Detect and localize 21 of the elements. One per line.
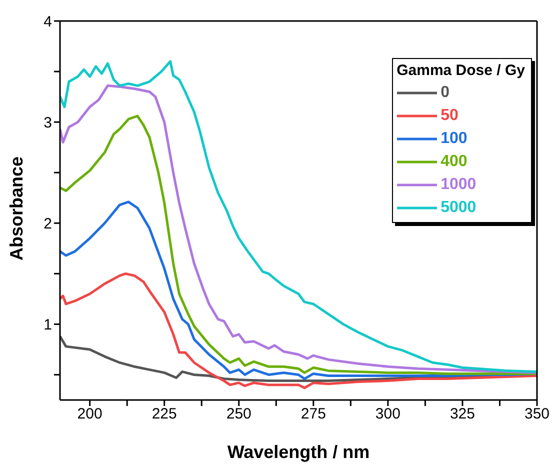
y-tick-label: 1: [44, 316, 52, 334]
y-tick-label: 4: [44, 13, 52, 30]
legend-label: 50: [440, 106, 458, 124]
y-tick-label: 3: [44, 114, 52, 132]
x-tick-label: 350: [524, 406, 550, 423]
x-axis-title: Wavelength / nm: [227, 442, 370, 462]
line-series: [60, 272, 537, 390]
legend-label: 5000: [440, 198, 476, 216]
y-axis-title: Absorbance: [6, 156, 26, 260]
y-tick-label: 2: [44, 215, 52, 232]
x-tick-label: 300: [375, 406, 400, 423]
x-tick-label: 225: [152, 406, 177, 423]
x-tick-label: 250: [226, 406, 252, 423]
legend-label: 1000: [440, 176, 476, 194]
x-tick-label: 200: [77, 406, 102, 423]
x-tick-label: 325: [450, 406, 475, 423]
legend-title: Gamma Dose / Gy: [396, 62, 525, 79]
legend-label: 100: [440, 130, 468, 148]
legend-label: 400: [440, 152, 468, 170]
x-tick-label: 275: [300, 406, 326, 423]
legend-label: 0: [440, 84, 450, 102]
